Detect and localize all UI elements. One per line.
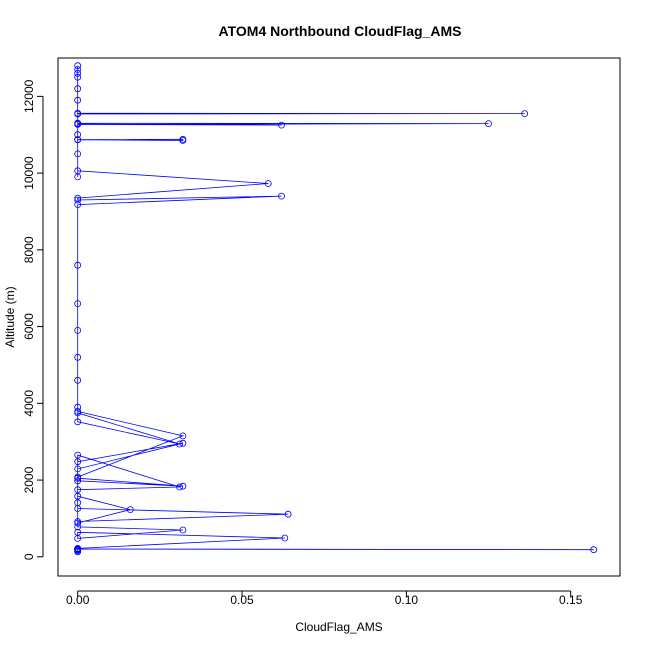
chart-title: ATOM4 Northbound CloudFlag_AMS: [219, 23, 462, 39]
y-tick-label: 8000: [22, 236, 36, 263]
series-line: [77, 65, 594, 552]
data-point: [176, 440, 184, 448]
plot-frame: [57, 57, 621, 577]
data-point: [176, 483, 184, 491]
data-point: [74, 458, 82, 466]
data-point: [74, 418, 82, 426]
data-point: [278, 121, 285, 129]
data-point: [74, 535, 82, 542]
data-point: [264, 180, 272, 187]
data-point: [74, 196, 82, 204]
x-axis-label: CloudFlag_AMS: [295, 620, 382, 634]
data-point: [74, 201, 82, 209]
data-point: [74, 66, 82, 73]
data-point: [74, 300, 82, 308]
data-point: [521, 110, 529, 117]
data-point: [179, 439, 187, 447]
data-point: [74, 376, 82, 384]
data-point: [74, 119, 82, 127]
y-tick-label: 4000: [22, 390, 36, 417]
data-point: [74, 465, 82, 473]
y-axis: 0 2000 4000 6000 8000 10000 12000: [22, 79, 44, 560]
data-point: [74, 96, 82, 104]
y-tick-label: 10000: [22, 156, 36, 190]
data-point: [278, 192, 285, 200]
data-point: [74, 492, 82, 500]
data-point: [281, 534, 289, 542]
data-point: [74, 403, 82, 411]
data-point: [74, 173, 82, 181]
x-tick-label: 0.10: [395, 593, 419, 607]
data-point: [74, 519, 82, 527]
data-point: [126, 506, 134, 514]
data-point: [74, 69, 82, 77]
data-point: [74, 451, 82, 459]
data-point: [74, 109, 82, 117]
data-point: [74, 85, 82, 93]
data-point: [74, 136, 82, 144]
y-tick-label: 0: [22, 553, 36, 560]
data-point: [74, 150, 82, 158]
data-point: [179, 137, 187, 144]
data-point: [74, 477, 82, 485]
series-points: [74, 62, 598, 556]
y-tick-label: 6000: [22, 313, 36, 340]
data-point: [74, 499, 82, 507]
y-axis-label: Altitude (m): [3, 286, 17, 347]
data-point: [74, 326, 82, 334]
data-point: [590, 546, 598, 554]
data-point: [74, 545, 82, 552]
data-point: [74, 62, 82, 70]
x-axis: 0.00 0.05 0.10 0.15: [66, 590, 583, 607]
y-tick-label: 2000: [22, 466, 36, 493]
data-point: [179, 432, 187, 440]
y-tick-label: 12000: [22, 79, 36, 113]
data-point: [179, 526, 187, 534]
x-tick-label: 0.00: [66, 593, 90, 607]
data-point: [74, 353, 82, 361]
data-point: [74, 486, 82, 494]
data-point: [74, 131, 82, 139]
data-point: [74, 73, 82, 81]
data-point: [74, 473, 82, 481]
data-point: [485, 120, 492, 127]
data-point: [179, 482, 187, 490]
data-point: [74, 261, 82, 269]
data-point: [74, 523, 82, 531]
data-point: [284, 510, 292, 518]
series-lines: [77, 65, 594, 552]
x-tick-label: 0.15: [559, 593, 583, 607]
x-tick-label: 0.05: [230, 593, 254, 607]
data-point: [74, 194, 82, 202]
